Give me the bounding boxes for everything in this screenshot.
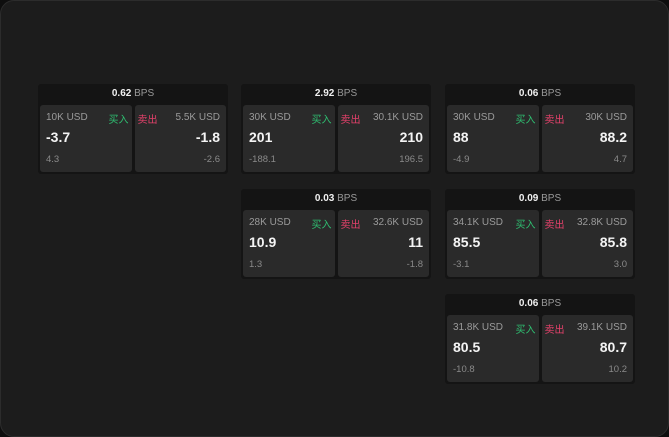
quote-card: 0.06 BPS 30K USD 买入 88 -4.9 卖出 30K USD 8… <box>445 84 635 174</box>
bid-size: 31.8K USD <box>453 322 504 333</box>
ask-size: 5.5K USD <box>175 112 220 123</box>
bid-sub: -4.9 <box>453 154 470 165</box>
spread-value: 0.03 <box>314 193 335 204</box>
spread-value: 2.92 <box>314 88 335 99</box>
sell-label: 卖出 <box>544 325 565 336</box>
ask-size: 39.1K USD <box>576 322 627 333</box>
buy-label: 买入 <box>108 115 129 126</box>
spread-unit: BPS <box>541 298 562 309</box>
quote-card: 2.92 BPS 30K USD 买入 201 -188.1 卖出 30.1K … <box>241 84 431 174</box>
buy-cell[interactable]: 34.1K USD 买入 85.5 -3.1 <box>447 210 539 277</box>
spread-unit: BPS <box>134 88 155 99</box>
sell-label: 卖出 <box>340 115 361 126</box>
spread-unit: BPS <box>541 88 562 99</box>
bid-size: 10K USD <box>46 112 88 123</box>
spread-header: 2.92 BPS <box>241 84 431 105</box>
spread-value: 0.06 <box>518 88 539 99</box>
buy-cell[interactable]: 30K USD 买入 88 -4.9 <box>447 105 539 172</box>
spread-unit: BPS <box>337 193 358 204</box>
sell-cell[interactable]: 卖出 32.8K USD 85.8 3.0 <box>541 210 633 277</box>
ask-price: 85.8 <box>599 234 627 250</box>
ask-price: -1.8 <box>195 129 220 145</box>
ask-size: 30K USD <box>585 112 627 123</box>
sell-label: 卖出 <box>544 115 565 126</box>
spread-unit: BPS <box>337 88 358 99</box>
ask-sub: 196.5 <box>399 154 423 165</box>
bid-size: 30K USD <box>453 112 495 123</box>
buy-cell[interactable]: 30K USD 买入 201 -188.1 <box>243 105 335 172</box>
ask-sub: 10.2 <box>608 364 628 375</box>
quote-card: 0.62 BPS 10K USD 买入 -3.7 4.3 卖出 5.5K USD… <box>38 84 228 174</box>
bid-price: 85.5 <box>453 234 481 250</box>
buy-cell[interactable]: 10K USD 买入 -3.7 4.3 <box>40 105 132 172</box>
quote-card: 0.03 BPS 28K USD 买入 10.9 1.3 卖出 32.6K US… <box>241 189 431 279</box>
ask-price: 80.7 <box>599 339 627 355</box>
bid-price: 80.5 <box>453 339 481 355</box>
buy-label: 买入 <box>515 220 536 231</box>
bid-size: 28K USD <box>249 217 291 228</box>
buy-label: 买入 <box>515 115 536 126</box>
sell-cell[interactable]: 卖出 39.1K USD 80.7 10.2 <box>541 315 633 382</box>
ask-size: 32.6K USD <box>372 217 423 228</box>
bid-size: 30K USD <box>249 112 291 123</box>
spread-header: 0.03 BPS <box>241 189 431 210</box>
ask-sub: 4.7 <box>613 154 627 165</box>
spread-value: 0.06 <box>518 298 539 309</box>
buy-label: 买入 <box>515 325 536 336</box>
spread-value: 0.62 <box>111 88 132 99</box>
ask-price: 11 <box>408 234 423 250</box>
bid-sub: 1.3 <box>249 259 263 270</box>
ask-sub: -2.6 <box>203 154 220 165</box>
bid-price: 88 <box>453 129 469 145</box>
spread-unit: BPS <box>541 193 562 204</box>
buy-cell[interactable]: 31.8K USD 买入 80.5 -10.8 <box>447 315 539 382</box>
buy-cell[interactable]: 28K USD 买入 10.9 1.3 <box>243 210 335 277</box>
ask-sub: 3.0 <box>613 259 627 270</box>
sell-cell[interactable]: 卖出 32.6K USD 11 -1.8 <box>337 210 429 277</box>
bid-sub: -3.1 <box>453 259 470 270</box>
bid-sub: 4.3 <box>46 154 60 165</box>
ask-price: 88.2 <box>599 129 627 145</box>
spread-header: 0.06 BPS <box>445 84 635 105</box>
bid-price: 10.9 <box>249 234 277 250</box>
quote-card: 0.06 BPS 31.8K USD 买入 80.5 -10.8 卖出 39.1… <box>445 294 635 384</box>
sell-cell[interactable]: 卖出 5.5K USD -1.8 -2.6 <box>134 105 226 172</box>
bid-size: 34.1K USD <box>453 217 504 228</box>
quote-card: 0.09 BPS 34.1K USD 买入 85.5 -3.1 卖出 32.8K… <box>445 189 635 279</box>
ask-size: 32.8K USD <box>576 217 627 228</box>
sell-label: 卖出 <box>340 220 361 231</box>
bid-price: -3.7 <box>46 129 71 145</box>
ask-price: 210 <box>399 129 423 145</box>
ask-size: 30.1K USD <box>372 112 423 123</box>
sell-cell[interactable]: 卖出 30.1K USD 210 196.5 <box>337 105 429 172</box>
spread-value: 0.09 <box>518 193 539 204</box>
bid-sub: -10.8 <box>453 364 475 375</box>
buy-label: 买入 <box>311 115 332 126</box>
sell-label: 卖出 <box>137 115 158 126</box>
buy-label: 买入 <box>311 220 332 231</box>
sell-label: 卖出 <box>544 220 565 231</box>
bid-price: 201 <box>249 129 273 145</box>
ask-sub: -1.8 <box>406 259 423 270</box>
bid-sub: -188.1 <box>249 154 276 165</box>
spread-header: 0.06 BPS <box>445 294 635 315</box>
spread-header: 0.09 BPS <box>445 189 635 210</box>
spread-header: 0.62 BPS <box>38 84 228 105</box>
sell-cell[interactable]: 卖出 30K USD 88.2 4.7 <box>541 105 633 172</box>
